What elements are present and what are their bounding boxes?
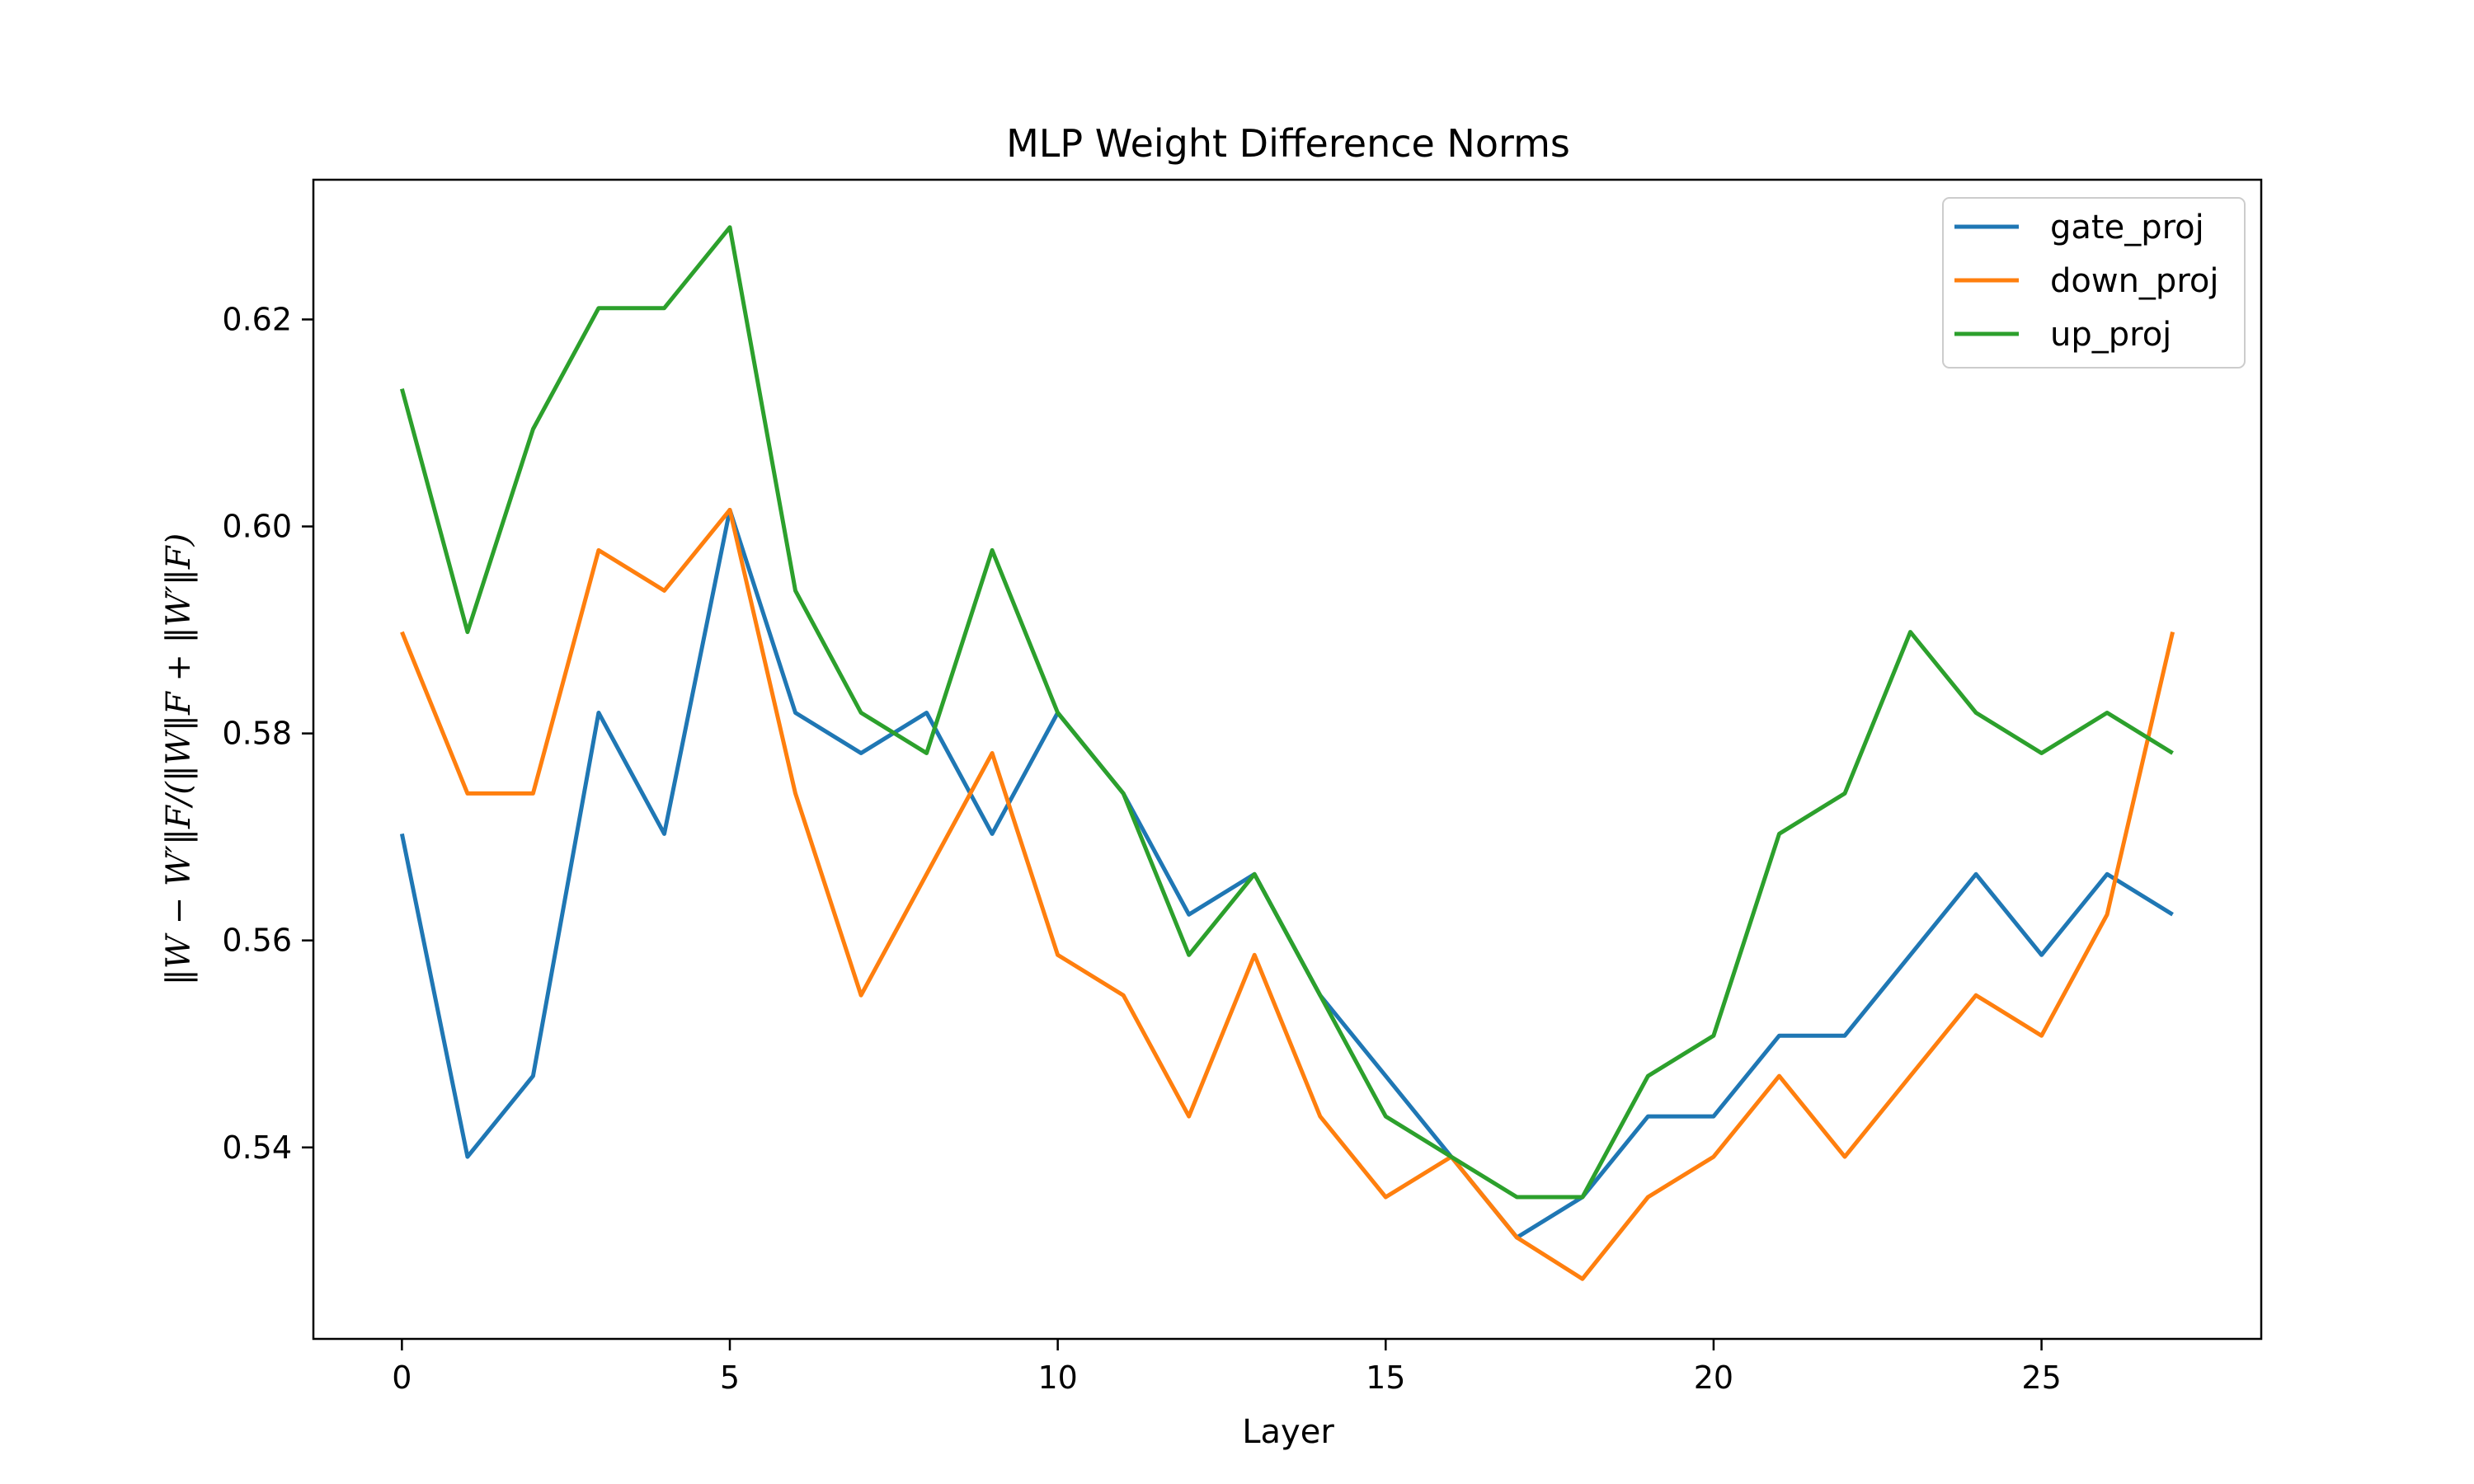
x-tick-label: 20 [1694, 1360, 1733, 1396]
y-axis-title: ‖W − W′‖F/(‖W‖F + ‖W′‖F) [160, 533, 198, 985]
plot-frame [312, 178, 2263, 1341]
y-tick-label: 0.62 [222, 301, 292, 337]
legend-items: gate_proj down_proj up_proj [1954, 209, 2218, 354]
x-tick-label: 5 [720, 1360, 740, 1396]
x-tick-label: 15 [1366, 1360, 1405, 1396]
legend: gate_proj down_proj up_proj [1942, 197, 2246, 369]
y-tick-label: 0.58 [222, 716, 292, 752]
y-tick-label: 0.54 [222, 1129, 292, 1166]
chart-title: MLP Weight Difference Norms [1006, 121, 1570, 166]
x-axis-title: Layer [1242, 1413, 1334, 1451]
series-line-up-proj [399, 225, 2174, 1200]
series-line-down-proj [400, 508, 2175, 1281]
x-tick-label: 0 [392, 1360, 412, 1396]
series-layer [399, 225, 2175, 1281]
y-tick-label: 0.56 [222, 923, 292, 959]
legend-label-gate-proj: gate_proj [2050, 209, 2204, 247]
x-tick-label: 10 [1037, 1360, 1077, 1396]
x-tick-label: 25 [2021, 1360, 2061, 1396]
legend-label-down-proj: down_proj [2050, 262, 2218, 300]
y-tick-label: 0.60 [222, 509, 292, 545]
y-axis-ticks: 0.54 0.56 0.58 0.60 0.62 [222, 301, 313, 1166]
x-axis-ticks: 0 5 10 15 20 25 [392, 1339, 2062, 1396]
legend-box [1942, 197, 2246, 369]
legend-label-up-proj: up_proj [2050, 316, 2171, 354]
